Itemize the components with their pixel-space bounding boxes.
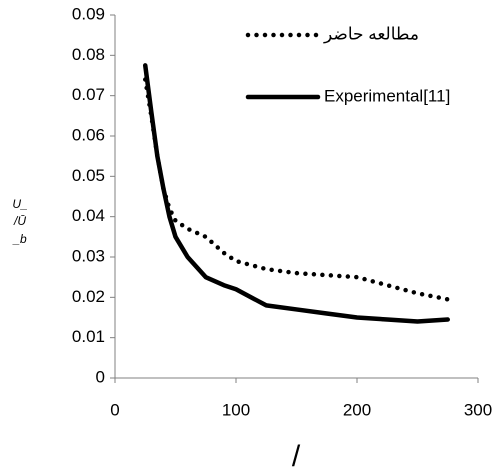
series-line <box>143 77 450 302</box>
y-tick-label: 0.09 <box>72 4 105 23</box>
y-tick-label: 0.03 <box>72 246 105 265</box>
x-tick-label: 300 <box>464 400 492 419</box>
y-tick-label: 0.05 <box>72 166 105 185</box>
x-tick-label: 200 <box>343 400 371 419</box>
y-tick-label: 0.02 <box>72 287 105 306</box>
y-axis-label: _b <box>12 232 27 246</box>
y-tick-label: 0.06 <box>72 125 105 144</box>
x-tick-label: 100 <box>222 400 250 419</box>
x-axis-label: / <box>292 440 301 473</box>
x-tick-label: 0 <box>110 400 119 419</box>
y-tick-label: 0.01 <box>72 327 105 346</box>
y-axis-label: U_ <box>12 197 27 211</box>
series-line <box>143 63 450 324</box>
y-tick-label: 0.08 <box>72 45 105 64</box>
y-axis-label: /Ū <box>13 214 26 228</box>
legend-label: مطالعه حاضر <box>323 24 419 43</box>
legend-label: Experimental[11] <box>324 86 450 105</box>
y-tick-label: 0 <box>96 367 105 386</box>
y-tick-label: 0.07 <box>72 85 105 104</box>
y-tick-label: 0.04 <box>72 206 105 225</box>
